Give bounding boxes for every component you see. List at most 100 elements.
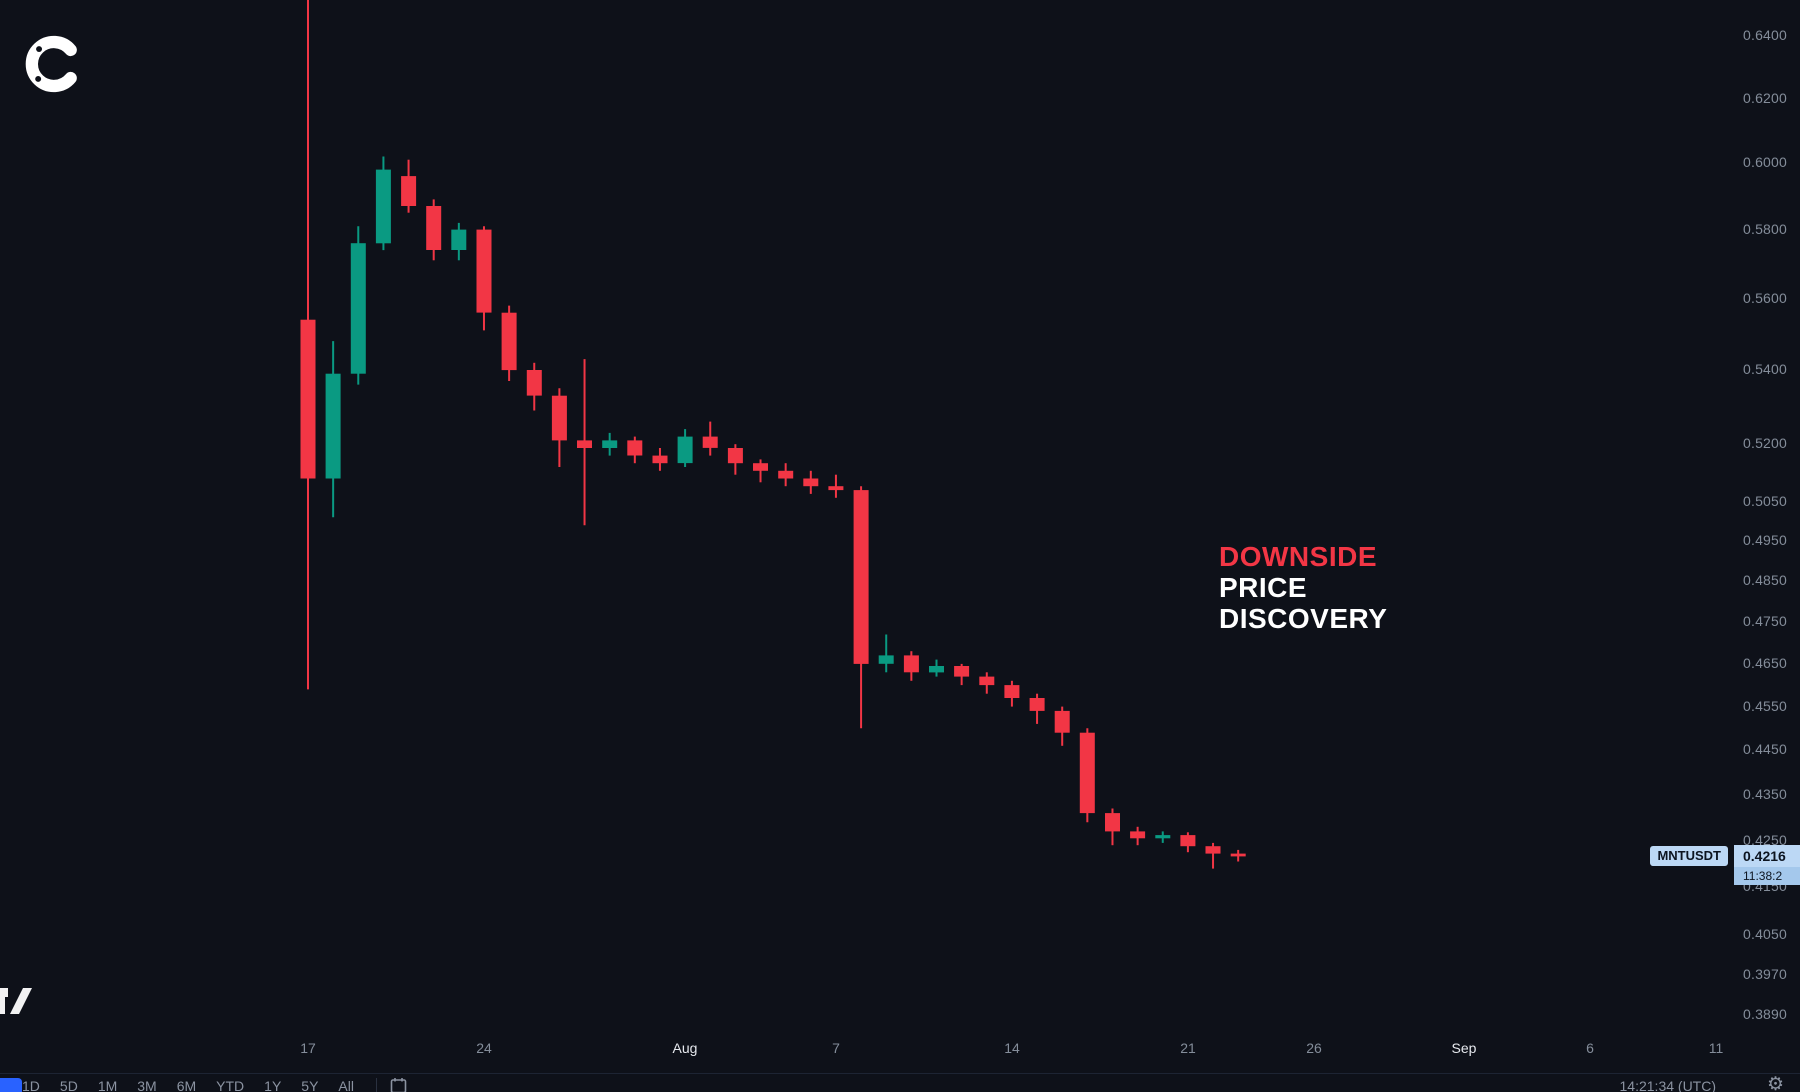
selected-range-highlight[interactable] [0, 1078, 22, 1092]
candle [375, 156, 391, 251]
symbol-name: MNTUSDT [1657, 848, 1721, 863]
price-axis-label: 0.4850 [1743, 572, 1788, 588]
range-button-1m[interactable]: 1M [88, 1076, 127, 1092]
last-price-value: 0.4216 [1734, 845, 1800, 867]
date-range-buttons: 1D 5D 1M 3M 6M YTD 1Y 5Y All [12, 1076, 364, 1092]
price-axis-label: 0.6000 [1743, 154, 1788, 170]
date-axis-label: 24 [476, 1040, 492, 1056]
date-axis-label: 7 [832, 1040, 840, 1056]
price-axis-label: 0.5200 [1743, 435, 1788, 451]
price-axis-label: 0.4450 [1743, 741, 1788, 757]
c-logo-icon [25, 35, 77, 93]
price-axis-label: 0.4050 [1743, 926, 1788, 942]
price-axis-label: 0.5400 [1743, 361, 1788, 377]
candle [803, 470, 819, 494]
candle [954, 663, 970, 686]
range-button-5d[interactable]: 5D [50, 1076, 88, 1092]
candle [1155, 831, 1171, 843]
price-axis[interactable]: 0.6400 0.6200 0.6000 0.5800 0.5600 0.5400 0.52… [1734, 0, 1800, 1092]
range-button-ytd[interactable]: YTD [206, 1076, 254, 1092]
candle [1079, 728, 1095, 823]
price-axis-label: 0.6400 [1743, 27, 1788, 43]
annotation-line-1: DOWNSIDE [1219, 541, 1377, 572]
candle [627, 436, 643, 464]
candle [426, 199, 442, 261]
symbol-price-tag: MNTUSDT [1650, 846, 1728, 866]
date-axis-label: Sep [1451, 1040, 1477, 1056]
candle [602, 432, 618, 456]
price-axis-label: 0.4250 [1743, 832, 1788, 848]
range-button-all[interactable]: All [328, 1076, 364, 1092]
candle [501, 305, 517, 381]
price-axis-label: 0.4350 [1743, 786, 1788, 802]
range-button-6m[interactable]: 6M [167, 1076, 206, 1092]
candle [325, 341, 341, 518]
brand-logo-c [25, 33, 83, 100]
chart-annotation: DOWNSIDE PRICE DISCOVERY [1219, 541, 1387, 634]
candle [1130, 826, 1146, 846]
settings-gear-icon[interactable]: ⚙ [1766, 1074, 1784, 1092]
candle [1105, 808, 1120, 846]
range-button-5y[interactable]: 5Y [291, 1076, 328, 1092]
calendar-button[interactable] [390, 1077, 407, 1092]
tradingview-logo-icon [0, 988, 32, 1014]
candle [1205, 842, 1221, 869]
price-axis-label: 0.5050 [1743, 493, 1788, 509]
date-axis-label: 17 [300, 1040, 316, 1056]
range-button-1y[interactable]: 1Y [254, 1076, 291, 1092]
candle [929, 659, 944, 677]
calendar-icon [390, 1078, 407, 1092]
candle [1180, 832, 1196, 853]
range-button-1d[interactable]: 1D [12, 1076, 50, 1092]
toolbar-divider [376, 1078, 377, 1092]
candle [878, 634, 894, 673]
bottom-toolbar: 1D 5D 1M 3M 6M YTD 1Y 5Y All 14:21:34 (UTC) ⚙ [0, 1074, 1800, 1092]
toolbar-separator [0, 1073, 1800, 1074]
date-axis-label: Aug [672, 1040, 698, 1056]
candle [1029, 693, 1045, 724]
candle [401, 159, 417, 213]
annotation-line-2: PRICE [1219, 572, 1308, 603]
candle [451, 222, 467, 261]
price-axis-label: 0.4550 [1743, 698, 1788, 714]
price-axis-label: 0.5800 [1743, 221, 1788, 237]
candle [551, 388, 567, 467]
date-axis-label: 26 [1306, 1040, 1322, 1056]
candle [828, 474, 844, 498]
candle [526, 362, 542, 411]
candle [753, 459, 768, 483]
candle [727, 444, 743, 475]
tradingview-logo[interactable] [0, 984, 38, 1021]
candle [577, 359, 592, 526]
candle [300, 0, 316, 690]
candle [702, 421, 718, 456]
date-axis-label: 14 [1004, 1040, 1020, 1056]
price-axis-label: 0.4650 [1743, 655, 1788, 671]
candle [476, 226, 492, 331]
date-axis-label: 11 [1708, 1040, 1724, 1056]
date-axis-label: 21 [1180, 1040, 1196, 1056]
range-button-3m[interactable]: 3M [127, 1076, 166, 1092]
bar-close-countdown: 11:38:2 [1734, 867, 1800, 885]
price-axis-label: 0.3890 [1743, 1006, 1788, 1022]
price-axis-label: 0.3970 [1743, 966, 1788, 982]
price-axis-label: 0.4950 [1743, 532, 1788, 548]
candle [778, 463, 794, 487]
candle [652, 448, 668, 471]
price-axis-label: 0.6200 [1743, 90, 1788, 106]
candle [1004, 680, 1020, 707]
candle [979, 672, 995, 694]
last-price-label: 0.4216 11:38:2 [1734, 845, 1800, 885]
date-axis[interactable]: 17 24 Aug 7 14 21 26 Sep 6 11 [0, 1040, 1800, 1062]
price-axis-label: 0.5600 [1743, 290, 1788, 306]
candle [677, 429, 693, 467]
candle [853, 486, 869, 729]
candle [1230, 849, 1246, 862]
date-axis-label: 6 [1586, 1040, 1594, 1056]
candle [903, 651, 919, 681]
annotation-line-3: DISCOVERY [1219, 603, 1388, 634]
session-clock[interactable]: 14:21:34 (UTC) [1619, 1078, 1716, 1092]
price-axis-label: 0.4750 [1743, 613, 1788, 629]
